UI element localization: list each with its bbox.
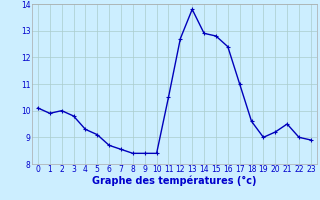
X-axis label: Graphe des températures (°c): Graphe des températures (°c) xyxy=(92,176,257,186)
